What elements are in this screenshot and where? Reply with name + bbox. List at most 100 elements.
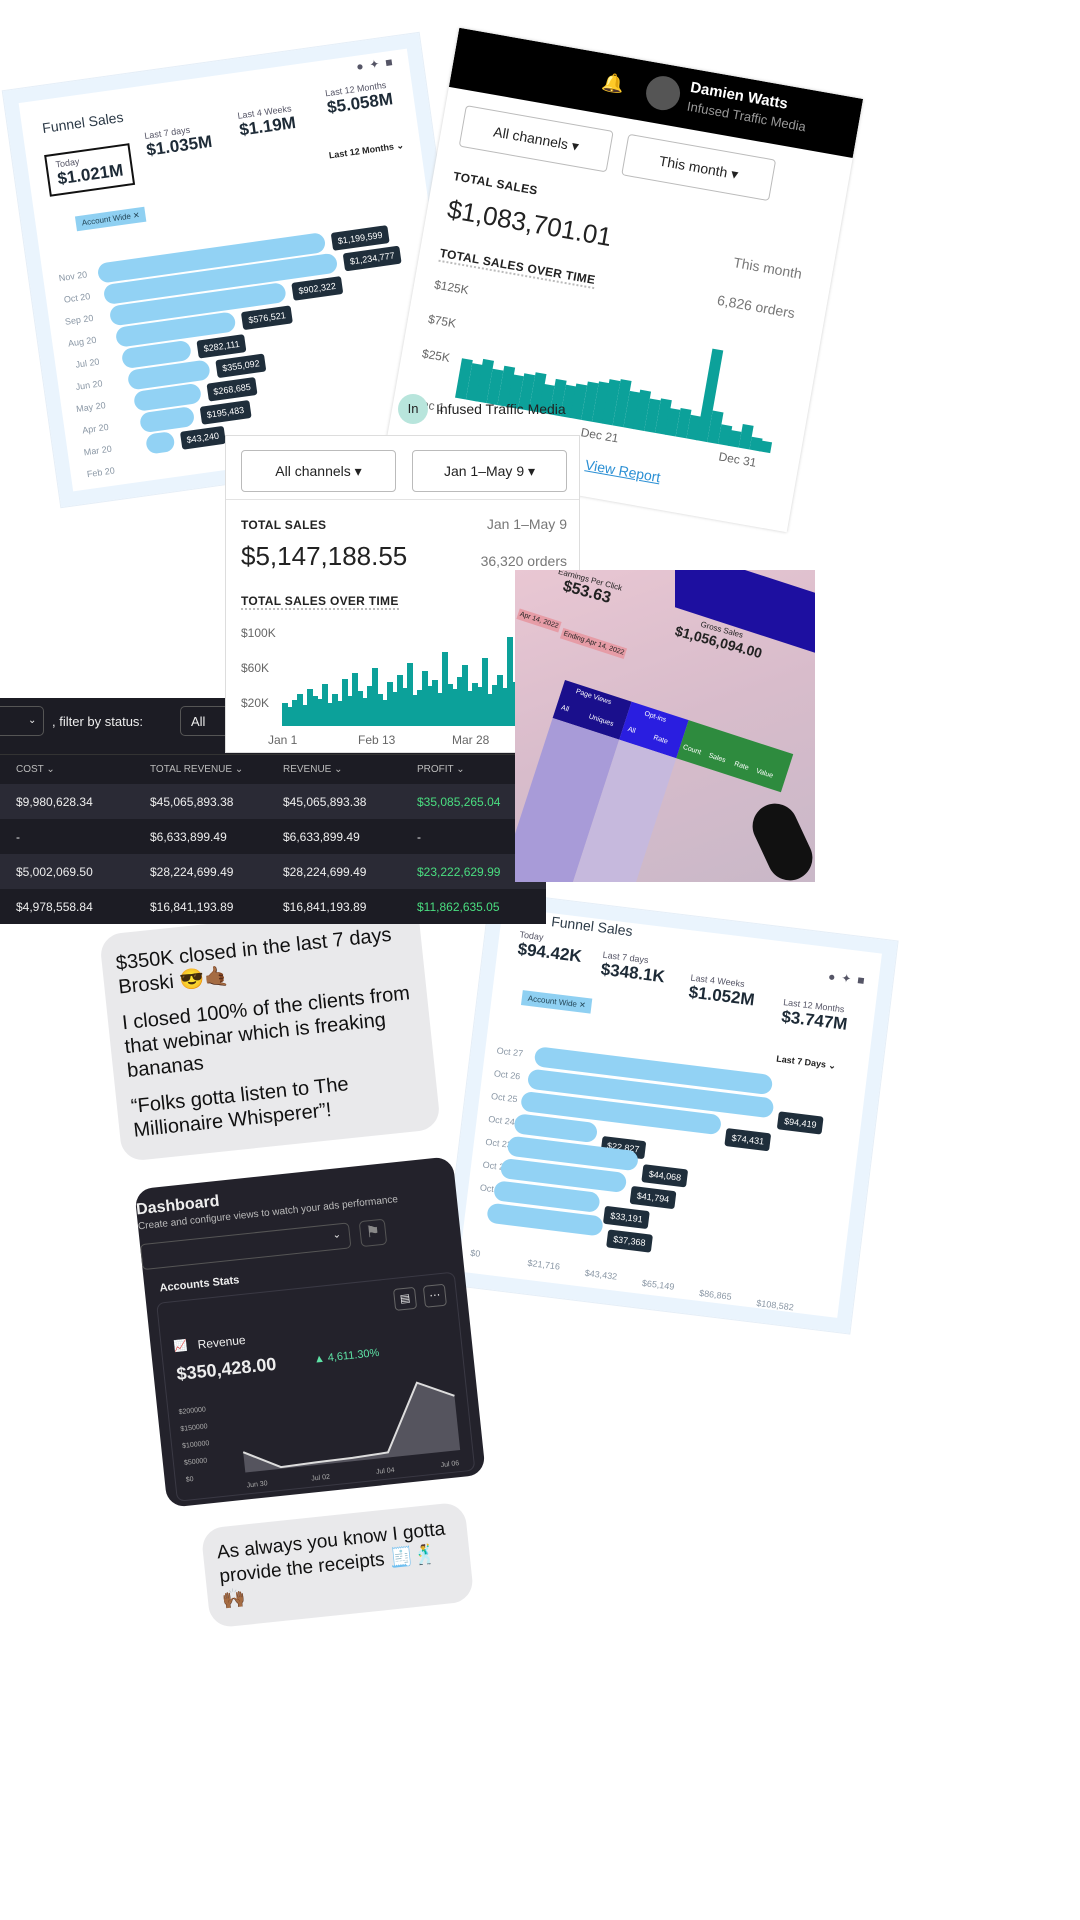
sales-bar — [487, 694, 493, 726]
col-header: Page Views — [574, 688, 613, 707]
bell-icon[interactable]: 🔔 — [600, 71, 626, 96]
stat-4w[interactable]: Last 4 Weeks $1.19M — [236, 103, 298, 140]
col-cost[interactable]: COST ⌄ — [16, 764, 55, 775]
col-subheader: Sales — [707, 752, 727, 765]
total-sales-label: TOTAL SALES — [241, 518, 327, 532]
period-select[interactable]: This month ▾ — [621, 133, 777, 202]
stat-12m[interactable]: Last 12 Months $5.058M — [324, 79, 395, 118]
stat-12m[interactable]: Last 12 Months $3.747M — [780, 997, 849, 1034]
photo-of-stats-screen: Earnings Per Click $53.63 Gross Sales $1,0… — [515, 570, 815, 882]
table-header: COST ⌄ TOTAL REVENUE ⌄ REVENUE ⌄ PROFIT … — [0, 754, 546, 784]
month-label: Aug 20 — [67, 334, 97, 349]
month-label: May 20 — [75, 400, 107, 415]
filter-tag[interactable]: Account Wide ✕ — [74, 206, 147, 232]
month-label: Jul 20 — [74, 356, 101, 370]
value-tip: $1,234,777 — [342, 245, 402, 272]
more-icon[interactable]: ⋯ — [422, 1283, 447, 1308]
view-select[interactable]: ⌄ — [139, 1222, 352, 1271]
table-row: $4,978,558.84 $16,841,193.89 $16,841,193.8… — [0, 889, 546, 924]
col-subheader: Rate — [733, 760, 750, 772]
chart-label: TOTAL SALES OVER TIME — [241, 594, 399, 610]
note-icon[interactable]: ▤ — [392, 1286, 418, 1311]
value-tip: $576,521 — [241, 305, 293, 331]
range-select[interactable]: Last 7 Days ⌄ — [775, 1053, 837, 1071]
period-text: This month — [732, 254, 804, 282]
y-tick: $25K — [421, 346, 452, 366]
sales-bar — [377, 694, 383, 726]
sales-bar — [507, 637, 513, 726]
view-name: Accounts Stats — [158, 1274, 240, 1295]
sales-bar — [512, 681, 518, 726]
sales-bar — [492, 684, 498, 726]
channel-select[interactable]: All channels ▾ — [458, 105, 614, 173]
sales-bar — [317, 698, 323, 726]
col-total-revenue[interactable]: TOTAL REVENUE ⌄ — [150, 764, 244, 775]
divider — [226, 499, 579, 500]
table-cell: $28,224,699.49 — [150, 865, 234, 879]
month-label: Jun 20 — [74, 378, 104, 392]
x-tick: $108,582 — [755, 1297, 795, 1313]
table-row: $9,980,628.34 $45,065,893.38 $45,065,893.3… — [0, 784, 546, 820]
month-label: Nov 20 — [58, 269, 88, 284]
sales-bar — [427, 685, 433, 726]
view-report-link[interactable]: View Report — [584, 456, 662, 486]
month-label: Feb 20 — [86, 465, 116, 480]
orders-count: 6,826 orders — [716, 291, 797, 322]
value-tip: $1,199,599 — [330, 225, 390, 251]
sales-bar — [437, 693, 443, 726]
table-cell: $6,633,899.49 — [283, 830, 360, 844]
message-text: I closed 100% of the clients from that w… — [121, 982, 411, 1083]
orders-count: 36,320 orders — [480, 553, 567, 569]
twitter-icon[interactable]: ✦ — [368, 55, 387, 72]
sales-bar — [467, 691, 473, 726]
total-sales-value: $1,083,701.01 — [445, 193, 615, 253]
col-revenue[interactable]: REVENUE ⌄ — [283, 764, 343, 775]
sales-bar — [412, 695, 418, 726]
metric-change: ▲ 4,611.30% — [313, 1346, 380, 1366]
table-cell: $16,841,193.89 — [150, 900, 234, 914]
x-tick: Feb 13 — [358, 733, 396, 747]
sales-bar — [502, 688, 508, 726]
channel-select[interactable]: All channels ▾ — [241, 450, 396, 492]
avatar[interactable] — [643, 73, 683, 113]
sales-bar — [402, 688, 408, 726]
linkedin-icon[interactable]: ■ — [856, 972, 872, 989]
flag-icon[interactable]: ⚑ — [358, 1218, 388, 1248]
col-profit[interactable]: PROFIT ⌄ — [417, 764, 465, 775]
x-tick: Jul 02 — [311, 1474, 330, 1483]
period-select[interactable]: Jan 1–May 9 ▾ — [412, 450, 567, 492]
sales-bar — [382, 699, 388, 726]
sales-bar — [482, 658, 488, 726]
sales-bar — [287, 707, 293, 726]
filter-tag[interactable]: Account Wide ✕ — [520, 990, 593, 1014]
linkedin-icon[interactable]: ■ — [384, 53, 400, 70]
value-tip: $43,240 — [179, 425, 227, 450]
stat-4w[interactable]: Last 4 Weeks $1.052M — [687, 972, 756, 1010]
metric-label: Revenue — [196, 1332, 247, 1352]
table-cell: $6,633,899.49 — [150, 830, 227, 844]
sales-bar — [297, 694, 303, 726]
social-icons[interactable]: ●✦■ — [355, 54, 399, 74]
month-label: Oct 20 — [63, 291, 91, 305]
filter-dropdown[interactable]: ⌄ — [0, 706, 44, 736]
table-cell: $9,980,628.34 — [16, 795, 93, 809]
social-icons[interactable]: ●✦■ — [827, 969, 871, 988]
table-row: - $6,633,899.49 $6,633,899.49 - — [0, 819, 546, 855]
range-select[interactable]: Last 12 Months ⌄ — [328, 140, 405, 161]
period-text: Jan 1–May 9 — [486, 516, 567, 532]
day-label: Oct 27 — [496, 1045, 524, 1059]
stat-today[interactable]: Today $94.42K — [516, 929, 583, 966]
table-cell: - — [417, 830, 421, 844]
stat-today[interactable]: Today $1.021M — [44, 143, 136, 197]
sales-bar — [759, 440, 773, 454]
value-tip: $41,794 — [629, 1185, 677, 1210]
col-subheader: Value — [755, 767, 774, 780]
sales-bar — [337, 700, 343, 726]
store-name: Infused Traffic Media — [436, 401, 566, 417]
twitter-icon[interactable]: ✦ — [840, 970, 859, 987]
stat-7d[interactable]: Last 7 days $348.1K — [599, 949, 666, 987]
y-tick: $150000 — [180, 1423, 208, 1433]
revenue-area — [243, 1382, 461, 1473]
stat-7d[interactable]: Last 7 days $1.035M — [143, 124, 214, 160]
col-subheader: Rate — [652, 734, 669, 746]
